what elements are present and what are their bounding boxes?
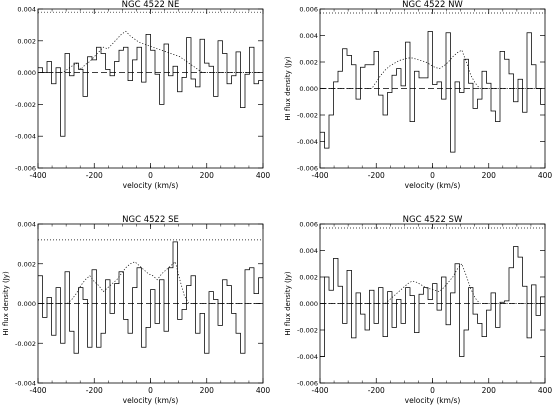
- y-tick-label: 0.002: [17, 37, 36, 45]
- model-dotted-series: [322, 49, 543, 89]
- x-tick-label: 400: [538, 386, 553, 395]
- x-tick-label: -400: [311, 171, 328, 180]
- y-tick-label: -0.002: [297, 112, 318, 120]
- x-tick-label: 200: [482, 171, 497, 180]
- x-tick-label: 400: [538, 171, 553, 180]
- x-tick-label: 0: [148, 386, 153, 395]
- x-tick-label: 400: [256, 171, 271, 180]
- y-tick-label: -0.002: [297, 327, 318, 335]
- x-tick-label: -200: [86, 171, 103, 180]
- y-tick-label: -0.004: [297, 353, 318, 361]
- spectrum-step-series: [38, 241, 263, 354]
- y-tick-label: 0.004: [299, 247, 318, 255]
- chart-panel-1: NGC 4522 NE -400 -200 0 200 400 velocity (km/s…: [15, 0, 270, 190]
- x-tick-label: -400: [29, 171, 46, 180]
- y-tick-label: -0.004: [15, 380, 36, 388]
- y-tick-label: 0.002: [299, 59, 318, 67]
- model-dotted-series: [322, 263, 543, 304]
- chart-title: NGC 4522 SE: [122, 215, 179, 225]
- x-axis-label: velocity (km/s): [405, 181, 461, 190]
- y-tick-label: 0.004: [17, 6, 36, 14]
- y-tick-label: 0.004: [17, 221, 36, 229]
- x-tick-label: 0: [430, 171, 435, 180]
- x-tick-label: 200: [482, 386, 497, 395]
- y-axis-label: HI flux density (Jy): [284, 271, 292, 336]
- x-tick-label: 0: [148, 171, 153, 180]
- y-tick-label: 0.006: [299, 221, 318, 229]
- chart-panel-2: NGC 4522 NW -400 -200 0 200 400 velocity (km/s…: [284, 0, 552, 190]
- y-tick-label: 0.002: [299, 274, 318, 282]
- x-tick-label: -200: [368, 386, 385, 395]
- x-tick-label: 200: [200, 386, 215, 395]
- chart-title: NGC 4522 NE: [122, 0, 180, 10]
- x-tick-label: -400: [29, 386, 46, 395]
- y-tick-label: -0.006: [297, 380, 318, 388]
- model-dotted-series: [40, 261, 261, 304]
- y-tick-label: 0.000: [17, 69, 36, 77]
- y-tick-label: -0.004: [297, 138, 318, 146]
- y-tick-label: -0.004: [15, 133, 36, 141]
- y-axis-label: HI flux density (Jy): [2, 271, 10, 336]
- chart-panel-4: NGC 4522 SW -400 -200 0 200 400 velocity (km/s…: [284, 215, 552, 405]
- x-tick-label: -200: [368, 171, 385, 180]
- x-tick-label: 400: [256, 386, 271, 395]
- chart-title: NGC 4522 NW: [402, 0, 463, 10]
- spectrum-step-series: [320, 31, 545, 153]
- x-tick-label: 200: [200, 171, 215, 180]
- spectrum-step-series: [320, 246, 545, 357]
- x-tick-label: -400: [311, 386, 328, 395]
- plot-frame: [37, 8, 264, 169]
- spectrum-step-series: [38, 34, 263, 137]
- y-tick-label: 0.006: [299, 6, 318, 14]
- chart-title: NGC 4522 SW: [403, 215, 463, 225]
- y-axis-label: HI flux density (Jy): [284, 56, 292, 121]
- x-axis-label: velocity (km/s): [405, 396, 461, 405]
- y-tick-label: -0.006: [297, 165, 318, 173]
- chart-panel-3: NGC 4522 SE -400 -200 0 200 400 velocity (km/s…: [2, 215, 270, 405]
- y-tick-label: 0.000: [299, 300, 318, 308]
- y-tick-label: -0.006: [15, 165, 36, 173]
- y-tick-label: 0.000: [17, 300, 36, 308]
- y-tick-label: 0.004: [299, 32, 318, 40]
- y-tick-label: 0.002: [17, 260, 36, 268]
- y-tick-label: -0.002: [15, 101, 36, 109]
- y-tick-label: 0.000: [299, 85, 318, 93]
- x-tick-label: -200: [86, 386, 103, 395]
- x-axis-label: velocity (km/s): [123, 181, 179, 190]
- x-axis-label: velocity (km/s): [123, 396, 179, 405]
- y-tick-label: -0.002: [15, 340, 36, 348]
- x-tick-label: 0: [430, 386, 435, 395]
